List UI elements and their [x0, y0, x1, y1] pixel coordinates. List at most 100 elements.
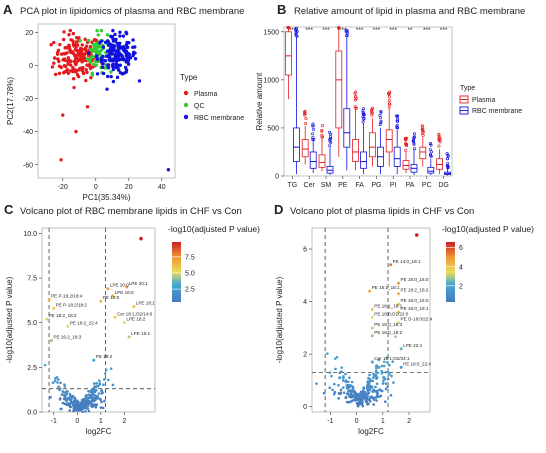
box-body [427, 166, 435, 174]
pca-point [114, 52, 118, 56]
pca-point [106, 63, 110, 68]
x-tick-label: PE [338, 182, 348, 189]
volcano-point [333, 390, 337, 394]
volcano-point [62, 391, 65, 394]
volcano-point [56, 381, 59, 384]
volcano-point [94, 395, 98, 398]
volcano-point [68, 392, 72, 396]
pca-point [99, 59, 104, 64]
volcano-annotation: PE 18:2_18:2 [49, 313, 77, 318]
volcano-point [72, 409, 75, 413]
volcano-annotation: PE 16:0_16:0 [401, 277, 429, 282]
pca-point [68, 28, 73, 33]
colorbar [446, 242, 455, 302]
volcano-point [384, 400, 387, 403]
volcano-point [363, 390, 367, 394]
volcano-annotation: PE O-18:0/22:4 [401, 317, 433, 322]
pca-point [95, 57, 100, 61]
pca-point [53, 72, 58, 77]
volcano-point [76, 403, 79, 407]
colorbar-title: -log10(adjusted P value) [442, 224, 534, 234]
volcano-point [371, 396, 374, 400]
pca-point [65, 51, 69, 55]
colorbar-tick-label: 2.5 [185, 287, 195, 294]
volcano-point [338, 376, 341, 380]
box-outlier [395, 125, 399, 129]
volcano-point [386, 385, 389, 388]
pca-point [92, 38, 97, 42]
volcano-plot-frame [311, 227, 431, 413]
volcano-point [370, 326, 374, 330]
box-body [343, 108, 351, 148]
panel-d: D Volcano plot of plasma lipids in CHF vs… [274, 202, 534, 436]
box-outlier [379, 116, 383, 120]
y-tick-label: 10.0 [23, 231, 37, 238]
volcano-point [371, 390, 374, 393]
volcano-point [350, 393, 354, 397]
volcano-point [333, 382, 336, 386]
volcano-point [91, 387, 95, 391]
volcano-point [374, 369, 378, 373]
volcano-point [58, 387, 62, 391]
volcano-point [66, 390, 69, 393]
volcano-point [58, 398, 62, 401]
box-outlier [312, 137, 316, 141]
pca-point [63, 70, 67, 74]
pca-point [64, 46, 68, 50]
volcano-point [359, 398, 363, 402]
pca-point [111, 28, 115, 33]
volcano-point [57, 378, 60, 381]
x-tick-label: 0 [94, 184, 98, 191]
pca-point [78, 38, 82, 43]
volcano-point [375, 399, 378, 402]
pca-point [67, 32, 71, 37]
volcano-point [90, 392, 94, 396]
box-outlier [354, 95, 358, 99]
volcano-annotation: PE 16:1_18:1 [372, 285, 400, 290]
pca-legend-dot [183, 90, 189, 96]
pca-point [73, 56, 78, 61]
colorbar-tick-label: 4 [459, 264, 463, 271]
volcano-point [353, 389, 356, 393]
colorbar-tick-label: 7.5 [185, 254, 195, 261]
y-tick-label: -40 [23, 129, 33, 136]
pca-point [89, 76, 93, 80]
pca-point [61, 113, 65, 117]
volcano-point [47, 297, 51, 301]
volcano-point [77, 409, 80, 412]
box-outlier [353, 91, 357, 95]
volcano-point [84, 410, 87, 413]
volcano-point [389, 393, 393, 397]
colorbar-tick-label: 6 [459, 245, 463, 252]
y-tick-label: 2 [303, 352, 307, 359]
volcano-point [52, 306, 56, 310]
volcano-point [79, 403, 83, 406]
box-outlier [370, 111, 374, 115]
box-outlier [387, 102, 391, 106]
volcano-point [92, 382, 96, 385]
volcano-point [359, 393, 362, 396]
volcano-point [375, 366, 378, 370]
volcano-point [370, 315, 374, 319]
pca-point [106, 39, 110, 43]
y-tick-label: 500 [267, 125, 279, 132]
pca-ylabel: PC2(17.78%) [6, 77, 15, 125]
pca-point [111, 58, 116, 63]
volcano-point [342, 386, 345, 389]
volcano-point [377, 395, 381, 399]
box-outlier [396, 117, 400, 121]
volcano-point [394, 335, 397, 338]
pca-point [83, 37, 87, 42]
pca-point [71, 77, 76, 81]
volcano-point [347, 384, 351, 388]
volcano-plot-frame [41, 227, 156, 413]
volcano-point [101, 406, 105, 410]
volcano-point [378, 388, 381, 391]
box-outlier [286, 26, 290, 30]
volcano-point [382, 379, 385, 383]
volcano-point [57, 385, 60, 389]
volcano-point [86, 402, 90, 406]
x-tick-label: DG [438, 182, 449, 189]
volcano-point [390, 374, 393, 378]
volcano-point [377, 358, 381, 362]
